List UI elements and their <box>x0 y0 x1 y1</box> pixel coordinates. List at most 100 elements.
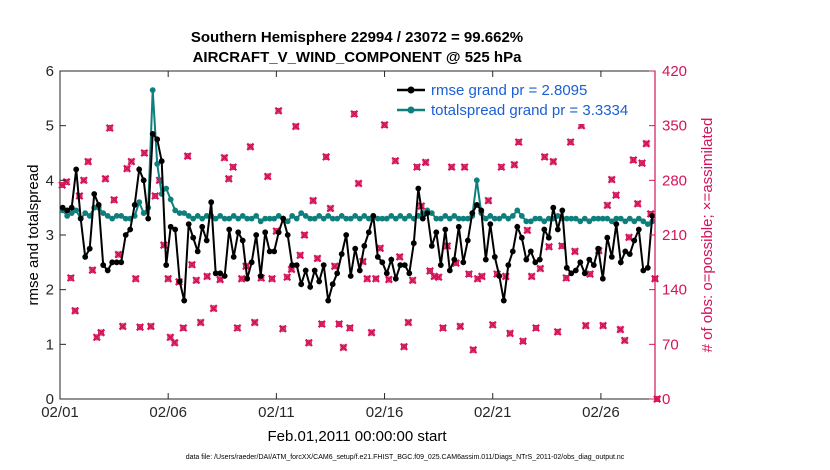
obs-possible-marker <box>625 234 633 241</box>
rmse-point <box>239 237 246 244</box>
obs-count-marker <box>506 329 515 338</box>
totalspread-point <box>302 213 309 219</box>
rmse-point <box>419 215 426 222</box>
rmse-point <box>73 166 80 173</box>
obs-count-marker <box>642 139 651 148</box>
rmse-point <box>235 229 242 236</box>
obs-count-marker <box>79 176 88 185</box>
totalspread-point <box>518 213 525 219</box>
totalspread-point <box>545 215 552 222</box>
obs-possible-marker <box>439 324 447 332</box>
totalspread-point <box>311 215 318 222</box>
obs-count-marker <box>131 274 140 283</box>
totalspread-point <box>613 215 620 222</box>
obs-possible-marker <box>599 322 607 329</box>
obs-possible-marker <box>284 274 291 281</box>
totalspread-point <box>113 213 120 219</box>
rmse-point <box>604 234 611 241</box>
obs-count-marker <box>250 318 259 327</box>
totalspread-point <box>64 213 71 219</box>
totalspread-point <box>343 215 350 222</box>
totalspread-point <box>374 215 381 222</box>
rmse-point <box>221 273 228 279</box>
totalspread-point <box>199 215 206 222</box>
rmse-point <box>181 297 188 304</box>
rmse-line <box>62 131 654 301</box>
obs-count-marker <box>581 321 590 330</box>
rmse-point <box>266 248 273 255</box>
obs-count-marker <box>519 337 527 346</box>
rmse-point <box>577 259 584 266</box>
chart-subtitle: AIRCRAFT_V_WIND_COMPONENT @ 525 hPa <box>193 49 523 66</box>
obs-possible-marker <box>582 322 589 329</box>
obs-possible-marker <box>617 326 624 333</box>
rmse-point <box>136 166 143 173</box>
totalspread-point <box>383 215 390 222</box>
obs-count-marker <box>629 156 638 165</box>
totalspread-point <box>298 210 305 217</box>
obs-count-marker <box>350 109 359 118</box>
rmse-point <box>320 262 327 268</box>
totalspread-point <box>172 207 179 214</box>
obs-count-marker <box>114 250 123 259</box>
obs-count-marker <box>304 338 313 347</box>
obs-possible-marker <box>413 163 421 171</box>
obs-count-marker <box>66 273 75 282</box>
obs-possible-marker <box>563 274 570 282</box>
rmse-point <box>163 262 170 268</box>
rmse-point <box>559 207 566 214</box>
obs-count-marker <box>404 318 413 327</box>
x-axis-label: Feb.01,2011 00:00:00 start <box>267 428 447 445</box>
rmse-point <box>172 226 179 233</box>
obs-possible-marker <box>193 277 200 284</box>
obs-count-marker <box>497 163 506 172</box>
obs-count-marker <box>460 163 469 172</box>
obs-count-marker <box>296 251 305 260</box>
obs-possible-marker <box>498 163 505 171</box>
rmse-point <box>244 275 251 282</box>
rmse-point <box>613 221 620 228</box>
rmse-point <box>149 131 156 137</box>
obs-count-marker <box>123 164 132 173</box>
obs-count-marker <box>97 328 106 337</box>
rmse-point <box>428 243 435 249</box>
totalspread-point <box>104 213 111 219</box>
rmse-point <box>77 215 84 222</box>
rmse-point <box>217 270 224 277</box>
obs-count-marker <box>408 276 417 285</box>
obs-possible-marker <box>336 320 343 328</box>
totalspread-point <box>451 213 458 219</box>
obs-possible-marker <box>392 157 399 164</box>
obs-possible-marker <box>478 273 486 280</box>
rmse-point <box>316 278 323 285</box>
obs-count-marker <box>367 328 376 337</box>
obs-possible-marker <box>541 153 548 161</box>
obs-possible-marker <box>128 158 135 165</box>
obs-count-marker <box>283 273 292 282</box>
totalspread-point <box>325 213 332 219</box>
obs-possible-marker <box>435 274 442 281</box>
rmse-point <box>464 237 471 244</box>
rmse-point <box>356 267 363 274</box>
rmse-point <box>352 245 359 252</box>
obs-possible-marker <box>89 267 96 274</box>
obs-possible-marker <box>381 121 388 128</box>
totalspread-point <box>599 215 606 222</box>
rmse-point <box>82 254 89 260</box>
obs-count-marker <box>105 124 114 132</box>
obs-count-marker <box>317 320 326 329</box>
y-right-tick-label: 280 <box>662 172 687 189</box>
obs-count-marker <box>532 323 540 332</box>
obs-possible-marker <box>115 251 122 258</box>
chart-title: Southern Hemisphere 22994 / 23072 = 99.6… <box>191 29 523 46</box>
totalspread-point <box>361 213 368 219</box>
obs-count-marker <box>488 320 497 329</box>
totalspread-point <box>109 215 116 222</box>
rmse-point <box>289 262 296 268</box>
totalspread-point <box>176 210 183 217</box>
totalspread-point <box>622 218 629 225</box>
obs-possible-marker <box>604 202 611 209</box>
obs-count-marker <box>326 204 335 213</box>
rmse-point <box>388 256 395 263</box>
totalspread-point <box>194 213 201 219</box>
